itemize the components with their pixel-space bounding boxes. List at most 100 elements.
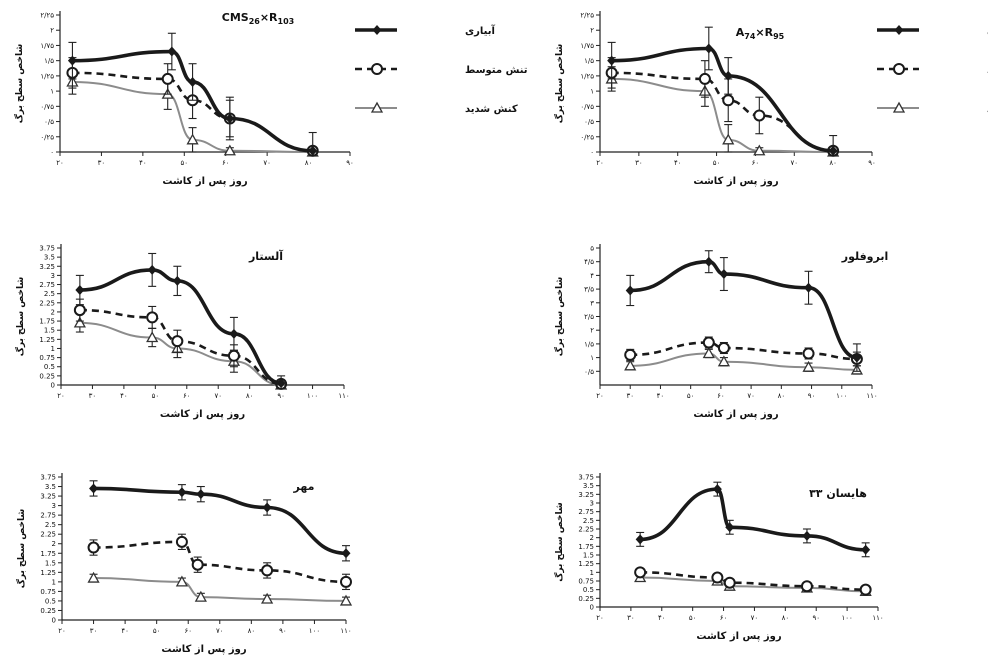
y-tick-label: ۱/۵ (584, 340, 594, 348)
y-tick-label: 2.5 (44, 290, 55, 298)
x-tick-label: ۴۰ (657, 392, 665, 400)
data-point-diamond (89, 483, 99, 494)
data-point-diamond (723, 70, 733, 81)
data-point-diamond (625, 285, 635, 296)
data-point-diamond (167, 46, 177, 57)
y-tick-label: 1.75 (578, 543, 594, 551)
x-tick-label: ۷۰ (216, 627, 224, 635)
data-point-triangle (87, 571, 100, 583)
y-tick-label: 3.5 (44, 254, 55, 262)
data-point-diamond (725, 522, 735, 533)
data-point-diamond (635, 534, 645, 545)
data-point-triangle (261, 592, 274, 604)
y-axis-title: شاخص سطح برگ (13, 44, 25, 124)
y-axis-title: شاخص سطح برگ (14, 277, 26, 357)
legend-marker-diamond (894, 25, 904, 35)
y-axis-title: شاخص سطح برگ (553, 502, 565, 582)
x-tick-label: ۴۰ (674, 159, 682, 167)
x-tick-label: ۵۰ (689, 614, 697, 622)
x-tick-label: ۴۰ (121, 627, 129, 635)
x-tick-label: ۶۰ (183, 392, 191, 400)
y-tick-label: ۰/۵ (584, 368, 594, 376)
y-tick-label: ۰/۵ (44, 118, 54, 126)
y-tick-label: ۲/۲۵ (40, 12, 54, 20)
x-tick-label: ۵۰ (153, 627, 161, 635)
x-tick-label: ۳۰ (98, 159, 106, 167)
data-point-diamond (828, 145, 838, 156)
series-circle (634, 566, 872, 596)
x-tick-label: ۸۰ (248, 627, 256, 635)
y-tick-label: 1.25 (40, 569, 56, 577)
data-point-triangle (722, 133, 735, 145)
x-tick-label: ۸۰ (829, 159, 837, 167)
x-tick-label: ۳۰ (89, 392, 97, 400)
data-point-triangle (802, 360, 815, 372)
data-point-circle (717, 342, 730, 355)
y-tick-label: 3 (52, 502, 56, 510)
data-point-diamond (262, 502, 272, 513)
chart-panel-3: ۲۰ ۳۰ ۴۰ ۵۰ ۶۰ ۷۰ ۸۰ ۹۰ ۱۰۰ ۱۱۰00.250.50.7511.251… (14, 244, 350, 420)
y-tick-label: 2 (51, 308, 55, 316)
data-point-circle (175, 535, 188, 548)
legend-marker-triangle (892, 101, 906, 113)
data-point-circle (340, 575, 352, 588)
x-tick-label: ۲۰ (596, 614, 604, 622)
y-tick-label: ۱/۵ (584, 57, 594, 65)
y-tick-label: ۲ (590, 27, 594, 35)
x-tick-label: ۸۰ (246, 392, 254, 400)
y-tick-label: ۰/۵ (584, 118, 594, 126)
x-tick-label: ۹۰ (812, 614, 820, 622)
x-tick-label: ۳۰ (90, 627, 98, 635)
data-point-triangle (753, 144, 766, 156)
y-tick-label: ۱/۵ (44, 57, 54, 65)
data-point-circle (227, 349, 240, 362)
data-point-diamond (196, 489, 206, 500)
series-diamond (625, 250, 862, 372)
data-point-diamond (719, 269, 729, 280)
y-tick-label: 2.75 (40, 512, 56, 520)
y-tick-label: ۲/۲۵ (580, 12, 594, 20)
data-point-diamond (804, 282, 814, 293)
data-point-circle (702, 336, 715, 349)
y-tick-label: 1.5 (45, 559, 56, 567)
data-point-circle (161, 72, 174, 85)
y-tick-label: 2.5 (45, 521, 56, 529)
x-tick-label: ۴۰ (139, 159, 147, 167)
y-axis-title: شاخص سطح برگ (553, 44, 565, 124)
x-axis-title: روز پس از کاشت (160, 409, 245, 420)
y-tick-label: 3 (590, 500, 594, 508)
y-tick-label: ۰/۷۵ (40, 103, 54, 111)
x-axis-title: روز پس از کاشت (162, 176, 247, 187)
data-point-diamond (704, 43, 714, 54)
data-point-circle (802, 347, 815, 360)
data-point-diamond (861, 544, 871, 555)
chart-title: آلستار (248, 249, 283, 263)
y-tick-label: ۱/۷۵ (580, 42, 594, 50)
x-axis-title: روز پس از کاشت (161, 644, 246, 655)
chart-title: CMS26×R103 (222, 11, 294, 26)
y-tick-label: 1 (52, 578, 56, 586)
x-axis-title: روز پس از کاشت (693, 409, 778, 420)
x-axis-title: روز پس از کاشت (693, 176, 778, 187)
y-tick-label: 2.25 (578, 526, 594, 534)
legend-marker-triangle (370, 101, 384, 113)
y-tick-label: 1.25 (578, 560, 594, 568)
x-tick-label: ۸۰ (305, 159, 313, 167)
x-tick-label: ۴۰ (658, 614, 666, 622)
y-tick-label: ۱/۷۵ (40, 42, 54, 50)
y-tick-label: 1.5 (44, 327, 55, 335)
y-tick-label: 2 (52, 540, 56, 548)
chart-title: هایسان ۳۳ (809, 487, 867, 500)
y-tick-label: ۱/۲۵ (40, 72, 54, 80)
x-tick-label: ۱۱۰ (872, 614, 883, 622)
x-tick-label: ۳۰ (626, 392, 634, 400)
y-tick-label: 0 (51, 382, 55, 390)
data-point-diamond (802, 530, 812, 541)
y-tick-label: ۲ (590, 327, 594, 335)
series-diamond (607, 26, 838, 156)
y-tick-label: ۵ (590, 245, 594, 253)
data-point-diamond (67, 55, 77, 66)
y-tick-label: 3.25 (40, 493, 56, 501)
y-tick-label: 2.75 (578, 508, 594, 516)
data-point-triangle (175, 575, 189, 587)
